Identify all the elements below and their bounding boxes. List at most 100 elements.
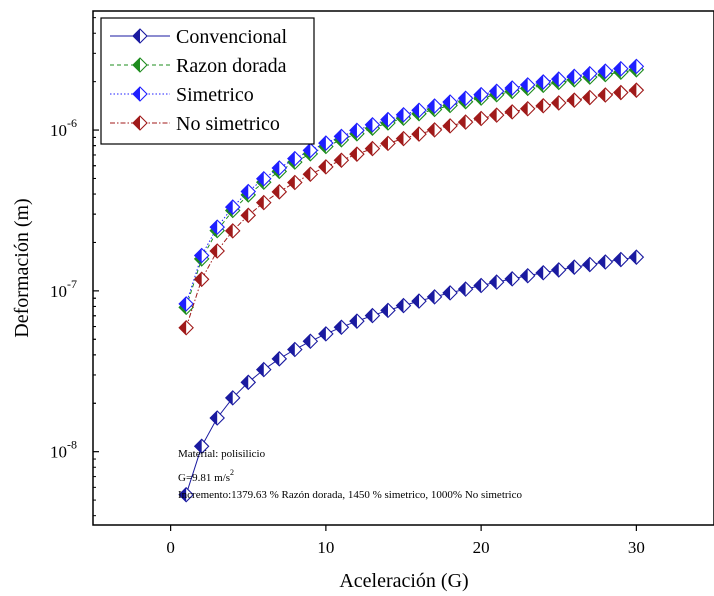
- data-point: [302, 142, 319, 159]
- data-point: [193, 271, 210, 288]
- data-point: [566, 259, 583, 275]
- data-point: [255, 361, 272, 378]
- data-point: [519, 267, 536, 284]
- data-point: [287, 150, 303, 167]
- data-point: [287, 174, 303, 191]
- data-point: [240, 374, 257, 391]
- data-point: [318, 326, 334, 342]
- plot-frame: [92, 10, 714, 526]
- data-point: [411, 126, 427, 142]
- data-point: [333, 152, 350, 169]
- legend-item-1: Razon dorada: [110, 55, 287, 77]
- data-point: [566, 92, 583, 108]
- data-point: [178, 296, 194, 312]
- data-point: [271, 351, 288, 367]
- data-point: [613, 60, 629, 77]
- x-tick-label: 30: [628, 538, 645, 557]
- series-0: [178, 249, 645, 503]
- data-point: [473, 86, 489, 103]
- data-point: [550, 71, 567, 87]
- data-point: [255, 170, 272, 187]
- data-point: [582, 65, 598, 82]
- legend-label: Razon dorada: [176, 55, 287, 77]
- data-point: [628, 58, 645, 75]
- data-point: [628, 82, 645, 98]
- data-point: [209, 410, 225, 426]
- data-point: [504, 271, 520, 287]
- data-point: [224, 199, 241, 215]
- data-point: [426, 122, 443, 138]
- series-2: [178, 58, 645, 312]
- data-point: [442, 94, 458, 110]
- data-point: [209, 243, 225, 259]
- y-tick-label: 10-6: [50, 116, 77, 140]
- data-point: [457, 114, 474, 130]
- data-point: [597, 87, 614, 103]
- y-tick-label: 10-7: [50, 277, 77, 301]
- data-point: [318, 135, 334, 151]
- data-point: [224, 390, 241, 406]
- data-point: [504, 104, 520, 120]
- data-point: [488, 107, 505, 123]
- data-point: [240, 207, 257, 224]
- data-point: [209, 219, 225, 235]
- data-point: [302, 166, 319, 183]
- legend-item-2: Simetrico: [110, 84, 254, 106]
- data-point: [224, 223, 241, 239]
- data-point: [364, 140, 381, 157]
- legend-marker: [132, 86, 148, 102]
- legend-label: Simetrico: [176, 84, 254, 106]
- data-point: [442, 118, 458, 134]
- x-tick-label: 20: [473, 538, 490, 557]
- data-point: [255, 194, 272, 211]
- data-point: [364, 116, 381, 133]
- legend-item-0: Convencional: [110, 26, 288, 48]
- data-point: [519, 77, 536, 93]
- data-point: [597, 63, 614, 79]
- series-3: [178, 82, 645, 336]
- data-point: [380, 135, 396, 152]
- data-point: [349, 122, 365, 139]
- data-point: [582, 256, 598, 273]
- data-point: [178, 486, 194, 503]
- data-point: [628, 249, 645, 265]
- legend-item-3: No simetrico: [110, 113, 280, 135]
- data-point: [582, 89, 598, 106]
- data-point: [193, 247, 210, 264]
- annotation-0: Material: polisilicio: [178, 448, 266, 460]
- data-point: [457, 90, 474, 107]
- ticks-layer: 0 10 20 30 10-8 10-7 10-6: [50, 17, 645, 557]
- data-point: [333, 319, 350, 336]
- data-point: [395, 297, 412, 314]
- data-point: [271, 160, 288, 176]
- legend-marker: [132, 115, 148, 131]
- data-point: [457, 281, 474, 297]
- data-point: [302, 333, 319, 350]
- data-point: [597, 254, 614, 270]
- data-point: [178, 319, 194, 336]
- data-point: [349, 313, 365, 329]
- data-point: [364, 307, 381, 324]
- legend-marker: [132, 57, 148, 73]
- data-point: [442, 285, 458, 301]
- data-point: [426, 98, 443, 114]
- data-point: [411, 102, 427, 119]
- data-point: [395, 130, 412, 147]
- legend-label: No simetrico: [176, 113, 280, 135]
- data-point: [349, 146, 365, 162]
- data-point: [240, 183, 257, 200]
- y-axis-title: Deformación (m): [11, 198, 33, 337]
- data-point: [613, 84, 629, 101]
- data-point: [488, 83, 505, 100]
- data-point: [473, 277, 489, 294]
- data-point: [550, 262, 567, 278]
- data-point: [287, 341, 303, 358]
- data-point: [535, 97, 552, 114]
- annotation-2: Incremento:1379.63 % Razón dorada, 1450 …: [178, 489, 522, 501]
- data-point: [193, 438, 210, 455]
- x-tick-label: 0: [166, 538, 175, 557]
- y-tick-label: 10-8: [50, 438, 77, 462]
- annotation-layer: Material: polisilicio G=9.81 m/s2 Incremen…: [178, 448, 522, 501]
- data-point: [504, 80, 520, 96]
